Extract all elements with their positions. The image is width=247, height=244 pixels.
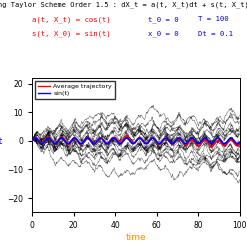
Y-axis label: X_t: X_t	[0, 136, 3, 145]
X-axis label: time: time	[125, 233, 146, 242]
Text: x_0 = 0: x_0 = 0	[148, 30, 179, 37]
Text: a(t, X_t) = cos(t): a(t, X_t) = cos(t)	[32, 16, 111, 22]
Text: t_0 = 0: t_0 = 0	[148, 16, 179, 22]
Text: T = 100: T = 100	[198, 16, 228, 22]
Text: s(t, X_0) = sin(t): s(t, X_0) = sin(t)	[32, 30, 111, 37]
Text: Strong Taylor Scheme Order 1.5 : dX_t = a(t, X_t)dt + s(t, X_t)dW_t: Strong Taylor Scheme Order 1.5 : dX_t = …	[0, 1, 247, 8]
Text: Dt = 0.1: Dt = 0.1	[198, 30, 233, 37]
Legend: Average trajectory, sin(t): Average trajectory, sin(t)	[35, 81, 115, 99]
